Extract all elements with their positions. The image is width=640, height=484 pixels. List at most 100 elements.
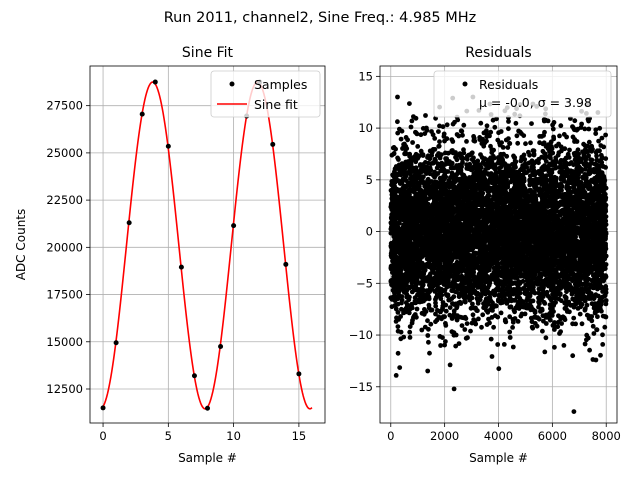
sine-fit-ytick-label: 27500 <box>46 99 83 113</box>
residual-point <box>485 123 490 128</box>
residual-point <box>410 140 415 145</box>
residual-point <box>540 329 545 334</box>
residual-point <box>572 118 577 123</box>
residual-point <box>547 311 552 316</box>
residual-point <box>448 363 453 368</box>
residual-point <box>602 325 607 330</box>
residual-point <box>502 342 507 347</box>
residual-point <box>410 119 415 124</box>
sample-point <box>114 340 119 345</box>
residual-point <box>542 350 547 355</box>
residual-point <box>554 144 559 149</box>
sine-fit-line <box>103 82 312 409</box>
sample-point <box>296 371 301 376</box>
residual-point <box>598 143 603 148</box>
residual-point <box>529 290 534 295</box>
residual-point <box>398 314 403 319</box>
sample-point <box>192 373 197 378</box>
residual-point <box>598 353 603 358</box>
residual-point <box>479 325 484 330</box>
sample-point <box>270 142 275 147</box>
residual-point <box>414 116 419 121</box>
residual-point <box>511 320 516 325</box>
residual-point <box>499 311 504 316</box>
residual-point <box>425 318 430 323</box>
residual-point <box>489 303 494 308</box>
sample-point <box>101 405 106 410</box>
residual-point <box>396 310 401 315</box>
sine-fit-ytick-label: 22500 <box>46 193 83 207</box>
residual-point <box>448 305 453 310</box>
residual-point <box>429 129 434 134</box>
sine-fit-xlabel: Sample # <box>178 451 237 465</box>
residual-point <box>551 127 556 132</box>
sine-fit-ytick-label: 25000 <box>46 146 83 160</box>
residual-point <box>527 153 532 158</box>
sample-point <box>153 80 158 85</box>
residual-point <box>508 335 513 340</box>
residual-point <box>465 321 470 326</box>
residual-point <box>503 317 508 322</box>
residual-point <box>489 337 494 342</box>
residual-point <box>468 329 473 334</box>
sine-fit-axes-frame <box>90 66 325 423</box>
residual-point <box>571 316 576 321</box>
sample-point <box>166 144 171 149</box>
residual-point <box>438 343 443 348</box>
residual-point <box>587 140 592 145</box>
sample-point <box>205 406 210 411</box>
residual-point <box>516 129 521 134</box>
residual-point <box>425 128 430 133</box>
residual-point <box>558 161 563 166</box>
residual-point <box>398 336 403 341</box>
residual-point <box>490 354 495 359</box>
residual-point <box>508 282 513 287</box>
residual-point <box>578 312 583 317</box>
residual-point <box>436 129 441 134</box>
residual-point <box>539 134 544 139</box>
legend-samples-label: Samples <box>254 77 307 92</box>
residual-point <box>395 119 400 124</box>
residual-point <box>506 126 511 131</box>
residual-point <box>461 123 466 128</box>
sine-fit-legend: Samples Sine fit <box>211 71 320 117</box>
residual-point <box>512 280 517 285</box>
sine-fit-xtick-label: 0 <box>99 429 106 443</box>
residual-point <box>397 365 402 370</box>
residual-point <box>580 321 585 326</box>
sine-fit-xtick-label: 5 <box>165 429 172 443</box>
residual-point <box>407 101 412 106</box>
residual-point <box>515 141 520 146</box>
legend-sine-fit-label: Sine fit <box>254 97 298 112</box>
residual-point <box>562 132 567 137</box>
residual-point <box>496 366 501 371</box>
sine-fit-xtick-label: 15 <box>292 429 307 443</box>
residual-point <box>533 321 538 326</box>
residual-point <box>587 348 592 353</box>
sample-point <box>127 220 132 225</box>
figure-suptitle: Run 2011, channel2, Sine Freq.: 4.985 MH… <box>164 10 477 26</box>
residual-point <box>586 119 591 124</box>
residual-point <box>600 155 605 160</box>
sine-fit-ylabel: ADC Counts <box>14 209 28 281</box>
residual-point <box>558 123 563 128</box>
sample-point <box>140 112 145 117</box>
sine-fit-ytick-label: 12500 <box>46 382 83 396</box>
sine-fit-ytick-label: 17500 <box>46 288 83 302</box>
sine-fit-grid <box>90 66 325 423</box>
residual-point <box>582 126 587 131</box>
residual-point <box>426 340 431 345</box>
residual-point <box>590 301 595 306</box>
residual-point <box>484 304 489 309</box>
residual-point <box>396 157 401 162</box>
residual-point <box>407 330 412 335</box>
residual-point <box>495 342 500 347</box>
residual-point <box>436 144 441 149</box>
residual-point <box>603 133 608 138</box>
sample-point <box>283 262 288 267</box>
residual-point <box>449 137 454 142</box>
residual-point <box>443 156 448 161</box>
